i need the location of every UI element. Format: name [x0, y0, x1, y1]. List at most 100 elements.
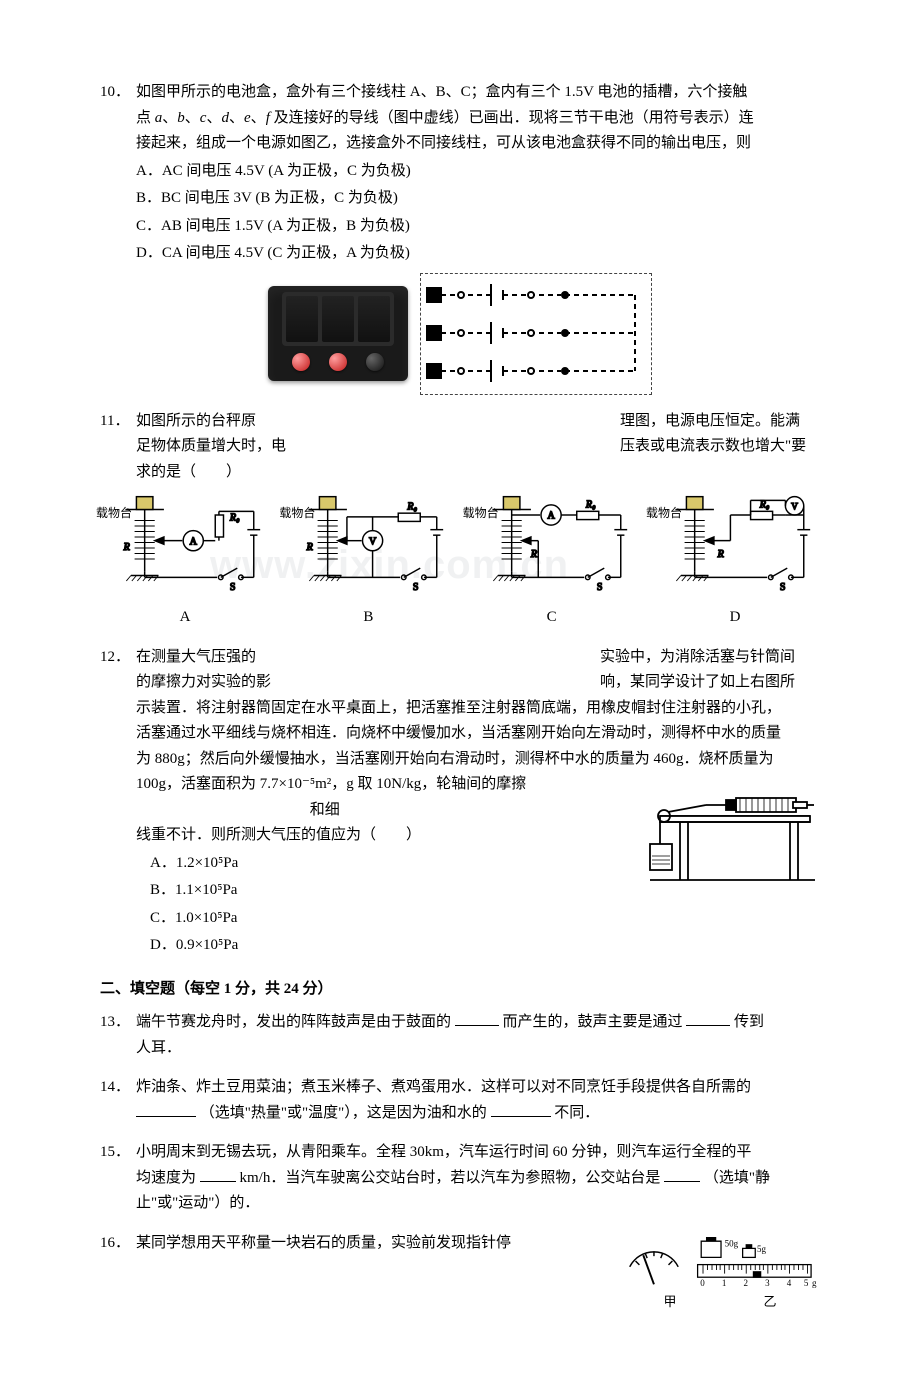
q11-label-c: C: [467, 605, 637, 631]
svg-text:R₀: R₀: [229, 513, 240, 524]
svg-text:R: R: [717, 549, 724, 560]
blank: [200, 1166, 236, 1182]
question-number: 14．: [100, 1075, 136, 1126]
q11-label-b: B: [283, 605, 453, 631]
platform-label: 载物台: [646, 503, 682, 523]
q11-diagram-a: A R₀: [100, 493, 270, 631]
question-number: 16．: [100, 1231, 136, 1257]
q11-diagram-d: R₀ V: [650, 493, 820, 631]
page: 10． 如图甲所示的电池盒，盒外有三个接线柱 A、B、C；盒内有三个 1.5V …: [0, 0, 920, 1387]
svg-text:S: S: [413, 582, 419, 593]
balance-pointer-icon: [620, 1231, 688, 1291]
q11-left-3: 求的是（ ）: [136, 460, 380, 486]
svg-text:V: V: [791, 502, 798, 512]
q12-body-2: 活塞通过水平细线与烧杯相连．向烧杯中缓慢加水，当活塞刚开始向左滑动时，测得杯中水…: [136, 721, 820, 747]
q14-p0: 炸油条、炸土豆用菜油；煮玉米棒子、煮鸡蛋用水．这样可以对不同烹饪手段提供各自所需…: [136, 1075, 820, 1101]
q14-p2: 不同．: [554, 1105, 599, 1121]
q10-option-b: B．BC 间电压 3V (B 为正极，C 为负极): [136, 186, 820, 212]
q11-right-1: 理图，电源电压恒定。能满: [620, 409, 820, 435]
svg-text:3: 3: [765, 1278, 770, 1288]
q10-option-d: D．CA 间电压 4.5V (C 为正极，A 为负极): [136, 241, 820, 267]
weight-50g-label: 50g: [725, 1238, 739, 1248]
question-12: 12． 在测量大气压强的 的摩擦力对实验的影 实验中，为消除活塞与针筒间 响，某…: [100, 645, 820, 959]
q15-p4: 止"或"运动"）的．: [136, 1191, 820, 1217]
q11-label-d: D: [650, 605, 820, 631]
blank: [136, 1101, 196, 1117]
svg-text:4: 4: [787, 1278, 792, 1288]
q13-p2: 而产生的，鼓声主要是通过: [503, 1014, 683, 1030]
svg-text:5: 5: [804, 1278, 809, 1288]
question-14: 14． 炸油条、炸土豆用菜油；煮玉米棒子、煮鸡蛋用水．这样可以对不同烹饪手段提供…: [100, 1075, 820, 1126]
q10-line-1: 如图甲所示的电池盒，盒外有三个接线柱 A、B、C；盒内有三个 1.5V 电池的插…: [136, 80, 820, 106]
q13-p1: 端午节赛龙舟时，发出的阵阵鼓声是由于鼓面的: [136, 1014, 451, 1030]
terminal-b-icon: [329, 353, 347, 371]
svg-text:R: R: [530, 549, 537, 560]
question-11: 11． 如图所示的台秤原 足物体质量增大时，电 求的是（ ） 理图，电源电压恒定…: [100, 409, 820, 631]
svg-text:g: g: [812, 1278, 817, 1288]
q12-tail-right: 和细: [310, 802, 340, 818]
q10-line-3: 接起来，组成一个电源如图乙，选接盒外不同接线柱，可从该电池盒获得不同的输出电压，…: [136, 131, 820, 157]
q12-left-2: 的摩擦力对实验的影: [136, 670, 360, 696]
q15-p0: 小明周末到无锡去玩，从青阳乘车。全程 30km，汽车运行时间 60 分钟，则汽车…: [136, 1140, 820, 1166]
question-number: 11．: [100, 409, 136, 435]
question-number: 12．: [100, 645, 136, 671]
terminal-c-icon: [366, 353, 384, 371]
platform-label: 载物台: [463, 503, 499, 523]
q11-left-2: 足物体质量增大时，电: [136, 434, 380, 460]
q14-p1: （选填"热量"或"温度"），这是因为油和水的: [200, 1105, 487, 1121]
q11-diagram-b: V R₀: [283, 493, 453, 631]
q12-apparatus-figure: [640, 776, 820, 896]
svg-text:V: V: [369, 536, 377, 547]
blank: [664, 1166, 700, 1182]
q12-left-1: 在测量大气压强的: [136, 645, 360, 671]
q15-p1: 均速度为: [136, 1170, 196, 1186]
svg-text:R₀: R₀: [759, 500, 770, 511]
q15-p3: （选填"静: [704, 1170, 770, 1186]
q12-body-1: 示装置．将注射器筒固定在水平桌面上，把活塞推至注射器筒底端，用橡皮帽封住注射器的…: [136, 696, 820, 722]
q10-option-c: C．AB 间电压 1.5V (A 为正极，B 为负极): [136, 214, 820, 240]
svg-text:A: A: [547, 511, 555, 522]
question-16: 50g 5g 0 1 2 3 4 5 g 甲 乙 16．: [100, 1231, 820, 1313]
question-13: 13． 端午节赛龙舟时，发出的阵阵鼓声是由于鼓面的 而产生的，鼓声主要是通过 传…: [100, 1010, 820, 1061]
q13-p4: 人耳．: [136, 1036, 820, 1062]
svg-text:S: S: [597, 582, 603, 593]
section-2-heading: 二、填空题（每空 1 分，共 24 分）: [100, 977, 820, 1003]
q11-right-2: 压表或电流表示数也增大"要: [620, 434, 820, 460]
svg-text:S: S: [230, 582, 236, 593]
svg-text:R₀: R₀: [407, 502, 418, 513]
q12-option-d: D．0.9×10⁵Pa: [136, 933, 820, 959]
q10-figures: [100, 273, 820, 395]
q16-figures: 50g 5g 0 1 2 3 4 5 g 甲 乙: [620, 1231, 820, 1313]
question-number: 15．: [100, 1140, 136, 1217]
battery-box-photo: [268, 286, 408, 381]
svg-text:R: R: [306, 542, 313, 553]
q13-p3: 传到: [734, 1014, 764, 1030]
svg-text:S: S: [780, 582, 786, 593]
q12-right-1: 实验中，为消除活塞与针筒间: [600, 645, 820, 671]
question-number: 13．: [100, 1010, 136, 1061]
blank: [455, 1010, 499, 1026]
question-15: 15． 小明周末到无锡去玩，从青阳乘车。全程 30km，汽车运行时间 60 分钟…: [100, 1140, 820, 1217]
q12-right-2: 响，某同学设计了如上右图所: [600, 670, 820, 696]
weight-5g-label: 5g: [757, 1243, 767, 1253]
svg-text:R₀: R₀: [585, 500, 596, 511]
q15-p2: km/h．当汽车驶离公交站台时，若以汽车为参照物，公交站台是: [240, 1170, 661, 1186]
q12-tail-left: 100g，活塞面积为 7.7×10⁻⁵m²，g 取 10N/kg，轮轴间的摩擦: [136, 776, 526, 792]
q11-label-a: A: [100, 605, 270, 631]
svg-text:0: 0: [700, 1278, 705, 1288]
q11-left-1: 如图所示的台秤原: [136, 409, 380, 435]
weights-and-scale-icon: 50g 5g 0 1 2 3 4 5 g: [694, 1231, 820, 1291]
svg-text:2: 2: [743, 1278, 747, 1288]
platform-label: 载物台: [279, 503, 315, 523]
question-10: 10． 如图甲所示的电池盒，盒外有三个接线柱 A、B、C；盒内有三个 1.5V …: [100, 80, 820, 395]
q12-body-3: 为 880g；然后向外缓慢抽水，当活塞刚开始向右滑动时，测得杯中水的质量为 46…: [136, 747, 820, 773]
platform-label: 载物台: [96, 503, 132, 523]
question-number: 10．: [100, 80, 136, 157]
svg-text:R: R: [123, 542, 130, 553]
battery-schematic: [420, 273, 652, 395]
q16-text: 某同学想用天平称量一块岩石的质量，实验前发现指针停: [136, 1231, 612, 1257]
q11-diagram-c: A R₀: [467, 493, 637, 631]
svg-text:1: 1: [722, 1278, 727, 1288]
q10-line-2: 点 a、b、c、d、e、f 及连接好的导线（图中虚线）已画出．现将三节干电池（用…: [136, 106, 820, 132]
q12-option-c: C．1.0×10⁵Pa: [136, 906, 820, 932]
